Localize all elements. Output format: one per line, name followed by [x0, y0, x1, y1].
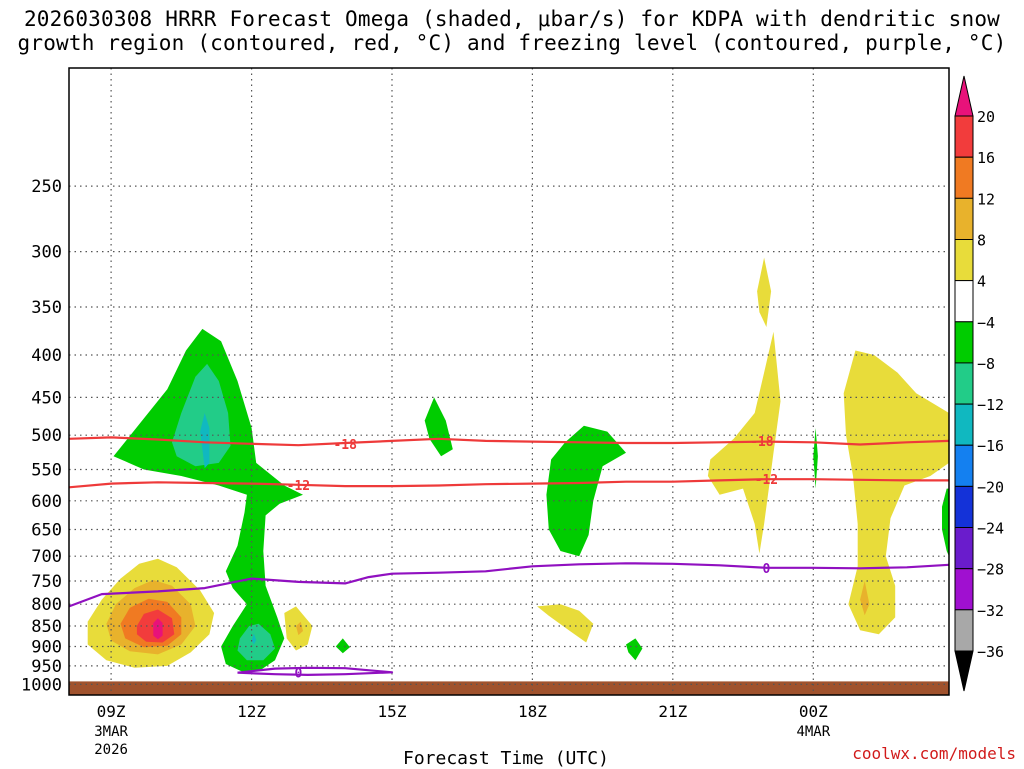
colorbar-label: 4 — [977, 273, 986, 291]
y-tick-label: 800 — [31, 595, 62, 615]
colorbar-segment — [954, 321, 974, 364]
colorbar-segment — [954, 362, 974, 405]
x-tick-label: 15Z — [378, 702, 407, 721]
colorbar-segment — [954, 280, 974, 323]
colorbar-label: −24 — [977, 520, 1004, 538]
colorbar-label: 8 — [977, 232, 986, 250]
x-tick-label: 21Z — [658, 702, 687, 721]
colorbar-segment — [954, 115, 974, 158]
downdraft-shade-small-3 — [626, 638, 643, 661]
plot-frame — [68, 67, 950, 696]
colorbar-segment — [954, 485, 974, 529]
y-tick-label: 1000 — [21, 675, 62, 695]
contour-line — [69, 478, 949, 489]
colorbar-label: 20 — [977, 108, 995, 126]
x-tick-year: 2026 — [94, 742, 128, 758]
colorbar-segment — [954, 239, 974, 282]
colorbar-segment — [954, 156, 974, 199]
colorbar-segment — [954, 609, 974, 652]
y-tick-label: 600 — [31, 492, 62, 512]
x-axis-label: Forecast Time (UTC) — [403, 748, 609, 769]
downdraft-shade-12-lower — [237, 623, 275, 661]
colorbar-label: −8 — [977, 355, 995, 373]
x-tick-label: 18Z — [518, 702, 547, 721]
contour-label: -12 — [755, 473, 778, 488]
updraft-shade-small-3 — [537, 604, 594, 643]
y-tick-label: 400 — [31, 346, 62, 366]
chart-title-line-2: growth region (contoured, red, °C) and f… — [17, 31, 1007, 55]
x-tick-date: 3MAR — [94, 724, 128, 740]
contour-line — [237, 666, 394, 676]
x-tick-label: 09Z — [97, 702, 126, 721]
colorbar-label: −12 — [977, 396, 1004, 414]
contour-label: -18 — [333, 438, 357, 453]
colorbar-label: −20 — [977, 478, 1004, 496]
credit-link[interactable]: coolwx.com/models — [852, 744, 1016, 763]
downdraft-shade-mid — [546, 425, 626, 557]
ground-band — [69, 681, 949, 695]
x-tick-label: 00Z — [799, 702, 828, 721]
y-tick-label: 650 — [31, 521, 62, 541]
plot-area: -18 -18 -12 -12 0 0 — [69, 68, 949, 695]
x-tick-date: 4MAR — [796, 724, 830, 740]
y-tick-label: 250 — [31, 177, 62, 197]
colorbar-top-triangle — [954, 75, 974, 117]
colorbar-segment — [954, 197, 974, 241]
colorbar-segment — [954, 527, 974, 570]
updraft-shade-right-core — [860, 581, 870, 616]
updraft-shade-20 — [153, 618, 163, 640]
x-tick-label: 12Z — [237, 702, 266, 721]
colorbar-label: −4 — [977, 314, 995, 332]
colorbar: 20 16 12 8 4 −4 −8 −12 −16 −20 −24 −28 −32 −36 — [954, 75, 1004, 692]
y-tick-label: 500 — [31, 426, 62, 446]
downdraft-shade-right-edge — [942, 488, 949, 557]
downdraft-shade-small-1 — [335, 638, 350, 654]
colorbar-label: −36 — [977, 643, 1004, 661]
downdraft-shade-8-upper — [113, 328, 303, 672]
colorbar-segment — [954, 403, 974, 446]
colorbar-label: 16 — [977, 149, 995, 167]
chart-title-line-1: 2026030308 HRRR Forecast Omega (shaded, … — [23, 7, 1001, 31]
y-tick-label: 850 — [31, 617, 62, 637]
y-tick-label: 700 — [31, 547, 62, 567]
colorbar-bottom-triangle — [954, 650, 974, 692]
y-tick-label: 300 — [31, 243, 62, 263]
y-tick-label: 350 — [31, 298, 62, 318]
y-tick-label: 950 — [31, 657, 62, 677]
contour-label: 0 — [294, 667, 302, 682]
contour-line — [69, 436, 949, 447]
contour-label: 0 — [762, 562, 770, 577]
colorbar-label: −32 — [977, 602, 1004, 620]
colorbar-segment — [954, 568, 974, 611]
updraft-shade-right — [843, 350, 949, 635]
downdraft-shade-small-2 — [424, 397, 453, 457]
updraft-shade-small-2 — [296, 621, 303, 636]
axes: 2503003504004505005506006507007508008509… — [21, 67, 950, 758]
colorbar-label: −16 — [977, 437, 1004, 455]
colorbar-label: −28 — [977, 561, 1004, 579]
colorbar-label: 12 — [977, 190, 995, 208]
contour-label: -18 — [750, 435, 774, 450]
y-tick-label: 900 — [31, 638, 62, 658]
y-tick-label: 750 — [31, 572, 62, 592]
contour-line — [69, 562, 949, 608]
y-tick-label: 450 — [31, 388, 62, 408]
downdraft-shade-16-lower — [251, 633, 257, 645]
colorbar-segment — [954, 444, 974, 487]
updraft-shade-small-4 — [757, 257, 772, 327]
downdraft-shade-16-upper — [200, 413, 210, 469]
y-tick-label: 550 — [31, 461, 62, 481]
contour-label: -12 — [287, 479, 310, 494]
